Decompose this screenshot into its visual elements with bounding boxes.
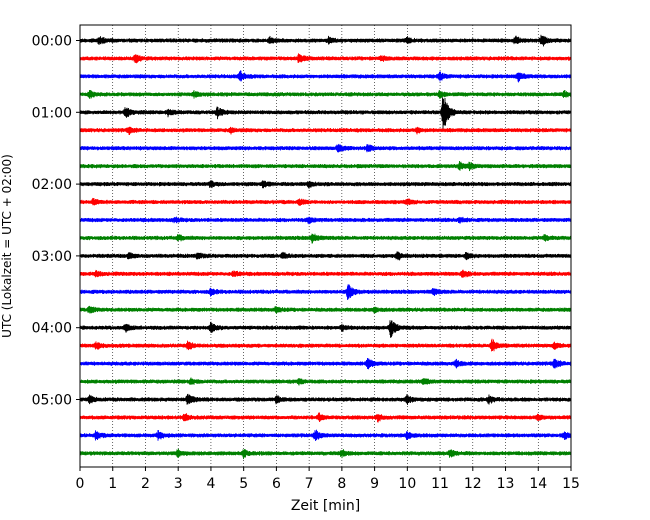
- x-tick-label: 2: [141, 476, 150, 492]
- trace-row-9: [79, 197, 572, 206]
- trace-row-18: [79, 358, 572, 370]
- trace-row-22: [79, 429, 572, 441]
- seismogram-traces: [79, 34, 572, 460]
- y-tick-label: 01:00: [32, 105, 72, 121]
- x-tick-label: 3: [174, 476, 183, 492]
- plot-frame: [79, 24, 572, 468]
- trace-row-17: [79, 338, 572, 352]
- x-tick-label: 15: [562, 476, 580, 492]
- trace-row-12: [79, 251, 572, 261]
- x-tick-label: 14: [529, 476, 547, 492]
- x-tick-label: 10: [398, 476, 416, 492]
- x-tick-label: 13: [497, 476, 515, 492]
- trace-row-14: [79, 284, 572, 300]
- x-tick-label: 9: [370, 476, 379, 492]
- trace-row-20: [79, 393, 572, 405]
- trace-row-7: [79, 160, 572, 172]
- x-tick-label: 8: [337, 476, 346, 492]
- trace-row-13: [79, 269, 572, 278]
- trace-row-1: [79, 53, 572, 64]
- y-tick-label: 03:00: [32, 249, 72, 265]
- x-tick-label: 5: [239, 476, 248, 492]
- trace-row-6: [79, 143, 572, 153]
- trace-row-8: [79, 180, 572, 189]
- y-tick-label: 00:00: [32, 34, 72, 50]
- trace-row-10: [79, 216, 572, 225]
- trace-row-5: [79, 126, 572, 135]
- y-tick-label: 05:00: [32, 393, 72, 409]
- trace-row-3: [79, 89, 572, 99]
- trace-row-15: [79, 305, 572, 314]
- x-tick-label: 0: [76, 476, 85, 492]
- trace-row-21: [79, 412, 572, 423]
- trace-row-23: [79, 448, 572, 460]
- y-tick-label: 02:00: [32, 177, 72, 193]
- trace-row-11: [79, 233, 572, 244]
- x-tick-label: 7: [305, 476, 314, 492]
- x-tick-label: 6: [272, 476, 281, 492]
- y-axis-ticks: 00:00 01:00 02:00 03:00 04:00 05:00: [32, 34, 80, 409]
- x-tick-label: 11: [431, 476, 449, 492]
- x-tick-label: 1: [108, 476, 117, 492]
- x-axis-label: Zeit [min]: [291, 498, 360, 514]
- y-tick-label: 04:00: [32, 321, 72, 337]
- trace-row-19: [79, 377, 572, 386]
- y-axis-label: UTC (Lokalzeit = UTC + 02:00): [0, 154, 14, 338]
- trace-row-16: [79, 320, 572, 338]
- trace-row-2: [79, 70, 572, 83]
- x-tick-label: 4: [206, 476, 215, 492]
- trace-row-4: [79, 97, 572, 129]
- trace-row-0: [79, 34, 572, 47]
- x-tick-label: 12: [464, 476, 482, 492]
- x-axis-ticks: 0 1 2 3 4 5 6 7 8 9 10 11 12 13 14 15: [76, 467, 580, 492]
